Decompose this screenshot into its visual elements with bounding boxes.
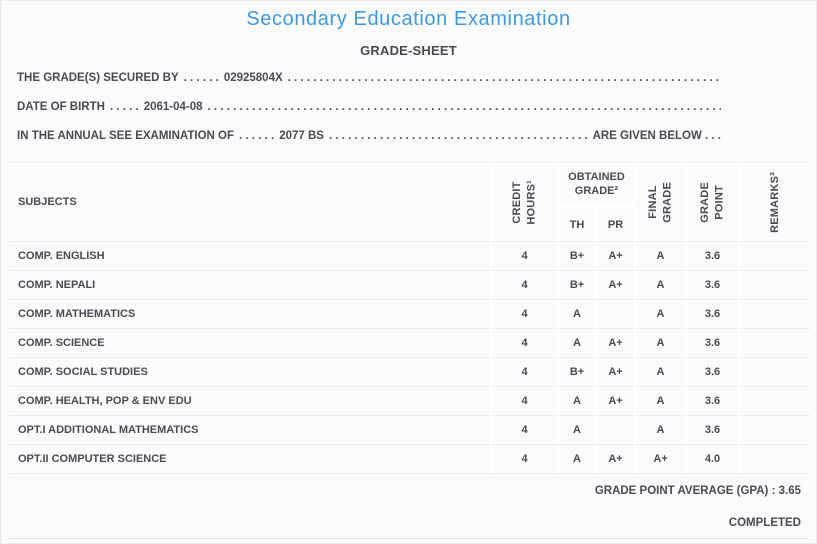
candidate-info: THE GRADE(S) SECURED BY . . . . . . 0292… bbox=[17, 63, 721, 150]
subject-cell: COMP. SOCIAL STUDIES bbox=[9, 358, 490, 387]
remarks-cell bbox=[738, 416, 810, 445]
th-grade-cell: B+ bbox=[557, 358, 595, 387]
subject-cell: COMP. ENGLISH bbox=[9, 242, 490, 271]
dot-leader: . . . . . . . . . . . . . . . . . . . . … bbox=[328, 129, 588, 142]
final-grade-cell: A bbox=[634, 242, 685, 271]
remarks-cell bbox=[738, 271, 810, 300]
grade-point-header: GRADE POINT bbox=[685, 163, 738, 242]
th-grade-cell: A bbox=[557, 300, 595, 329]
pr-grade-cell: A+ bbox=[595, 329, 634, 358]
dot-leader: . . . . . . . . . . . . . . . . . . . . … bbox=[207, 100, 721, 113]
grade-point-cell: 4.0 bbox=[685, 445, 738, 474]
pr-grade-cell: A+ bbox=[595, 445, 634, 474]
grade-table: SUBJECTS CREDIT HOURS¹ OBTAINED GRADE² T… bbox=[9, 162, 810, 474]
status-text: COMPLETED bbox=[728, 516, 801, 529]
table-footer: GRADE POINT AVERAGE (GPA) : 3.65 COMPLET… bbox=[9, 474, 808, 539]
date-of-birth-value: 2061-04-08 bbox=[143, 100, 203, 113]
final-grade-cell: A bbox=[634, 387, 685, 416]
subject-cell: COMP. HEALTH, POP & ENV EDU bbox=[9, 387, 490, 416]
credit-cell: 4 bbox=[490, 358, 557, 387]
remarks-header: REMARKS³ bbox=[738, 163, 810, 242]
grade-point-cell: 3.6 bbox=[685, 300, 738, 329]
info-line-date-of-birth: DATE OF BIRTH . . . . . 2061-04-08 . . .… bbox=[17, 92, 721, 121]
remarks-cell bbox=[738, 242, 810, 271]
grade-point-cell: 3.6 bbox=[685, 358, 738, 387]
subjects-header: SUBJECTS bbox=[9, 163, 490, 242]
examination-year-value: 2077 BS bbox=[279, 129, 324, 142]
remarks-cell bbox=[738, 329, 810, 358]
credit-cell: 4 bbox=[490, 387, 557, 416]
th-grade-cell: A bbox=[557, 416, 595, 445]
are-given-below-text: ARE GIVEN BELOW . . . bbox=[592, 129, 721, 142]
date-of-birth-label: DATE OF BIRTH bbox=[17, 100, 105, 113]
practical-column-header: PR bbox=[595, 206, 634, 242]
subject-cell: OPT.II COMPUTER SCIENCE bbox=[9, 445, 490, 474]
remarks-cell bbox=[738, 445, 810, 474]
pr-grade-cell: A+ bbox=[595, 387, 634, 416]
info-line-examination: IN THE ANNUAL SEE EXAMINATION OF . . . .… bbox=[17, 121, 721, 150]
final-grade-cell: A bbox=[634, 271, 685, 300]
grade-point-cell: 3.6 bbox=[685, 329, 738, 358]
credit-cell: 4 bbox=[490, 329, 557, 358]
page-title: Secondary Education Examination bbox=[246, 8, 571, 30]
credit-cell: 4 bbox=[490, 271, 557, 300]
credit-hours-header-text: CREDIT HOURS¹ bbox=[511, 179, 538, 225]
pr-grade-cell bbox=[595, 416, 634, 445]
theory-column-header: TH bbox=[557, 206, 595, 242]
info-line-secured-by: THE GRADE(S) SECURED BY . . . . . . 0292… bbox=[17, 63, 721, 92]
credit-cell: 4 bbox=[490, 300, 557, 329]
candidate-symbol-number: 02925804X bbox=[223, 71, 283, 84]
pr-grade-cell: A+ bbox=[595, 271, 634, 300]
grade-point-cell: 3.6 bbox=[685, 416, 738, 445]
pr-grade-cell: A+ bbox=[595, 242, 634, 271]
pr-grade-cell bbox=[595, 300, 634, 329]
final-grade-cell: A bbox=[634, 329, 685, 358]
th-grade-cell: A bbox=[557, 329, 595, 358]
final-grade-cell: A bbox=[634, 358, 685, 387]
obtained-grade-header: OBTAINED GRADE² bbox=[557, 163, 634, 206]
dot-leader: . . . . . . bbox=[183, 71, 219, 84]
final-grade-header: FINAL GRADE bbox=[634, 163, 685, 242]
remarks-cell bbox=[738, 358, 810, 387]
dot-leader: . . . . . . . . . . . . . . . . . . . . … bbox=[287, 71, 721, 84]
grade-point-cell: 3.6 bbox=[685, 387, 738, 416]
gpa-text: GRADE POINT AVERAGE (GPA) : 3.65 bbox=[594, 484, 801, 497]
credit-cell: 4 bbox=[490, 445, 557, 474]
grade-point-cell: 3.6 bbox=[685, 242, 738, 271]
examination-label: IN THE ANNUAL SEE EXAMINATION OF bbox=[17, 129, 235, 142]
sheet-subtitle: GRADE-SHEET bbox=[360, 43, 457, 58]
subject-cell: OPT.I ADDITIONAL MATHEMATICS bbox=[9, 416, 490, 445]
th-grade-cell: A bbox=[557, 445, 595, 474]
subject-cell: COMP. SCIENCE bbox=[9, 329, 490, 358]
th-grade-cell: B+ bbox=[557, 242, 595, 271]
final-grade-cell: A bbox=[634, 300, 685, 329]
grade-point-cell: 3.6 bbox=[685, 271, 738, 300]
remarks-cell bbox=[738, 300, 810, 329]
final-grade-cell: A+ bbox=[634, 445, 685, 474]
credit-cell: 4 bbox=[490, 242, 557, 271]
credit-hours-header: CREDIT HOURS¹ bbox=[490, 163, 557, 242]
gpa-row: GRADE POINT AVERAGE (GPA) : 3.65 bbox=[9, 474, 808, 507]
secured-by-label: THE GRADE(S) SECURED BY bbox=[17, 71, 179, 84]
subject-cell: COMP. MATHEMATICS bbox=[9, 300, 490, 329]
th-grade-cell: B+ bbox=[557, 271, 595, 300]
dot-leader: . . . . . . bbox=[239, 129, 275, 142]
status-row: COMPLETED bbox=[9, 507, 808, 539]
remarks-cell bbox=[738, 387, 810, 416]
final-grade-cell: A bbox=[634, 416, 685, 445]
subject-cell: COMP. NEPALI bbox=[9, 271, 490, 300]
dot-leader: . . . . . bbox=[109, 100, 139, 113]
grade-point-header-text: GRADE POINT bbox=[699, 181, 726, 223]
pr-grade-cell: A+ bbox=[595, 358, 634, 387]
th-grade-cell: A bbox=[557, 387, 595, 416]
remarks-header-text: REMARKS³ bbox=[768, 171, 781, 233]
credit-cell: 4 bbox=[490, 416, 557, 445]
final-grade-header-text: FINAL GRADE bbox=[647, 181, 674, 223]
